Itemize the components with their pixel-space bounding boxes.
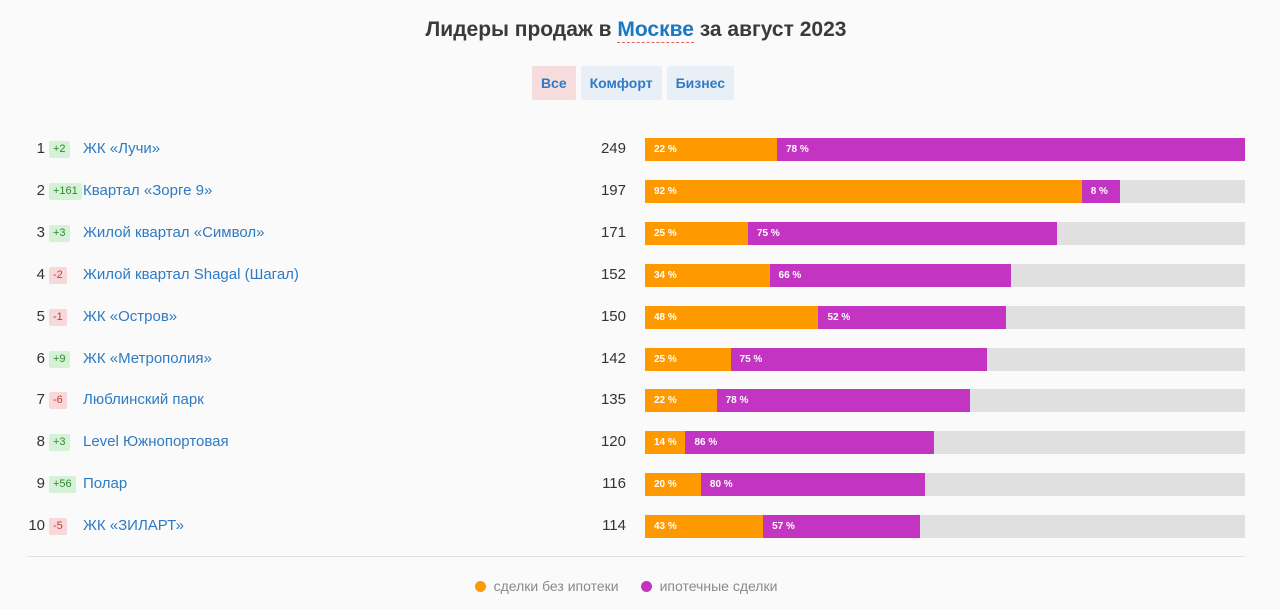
bar-segment-mortgage: 78 % — [716, 389, 971, 413]
bar-track: 14 % 86 % — [645, 431, 1245, 455]
legend-item-mortgage[interactable]: ипотечные сделки — [640, 576, 778, 596]
complex-link[interactable]: Люблинский парк — [83, 391, 204, 409]
legend-dot-cash — [474, 580, 486, 592]
rank-change-badge: +56 — [49, 476, 76, 494]
table-row: 5 -1 ЖК «Остров» 150 48 % 52 % — [0, 296, 1280, 338]
rank-change-badge: +9 — [49, 350, 70, 368]
rank-number: 8 — [36, 433, 45, 451]
bar-track: 48 % 52 % — [645, 305, 1245, 329]
bar-segment-cash: 34 % — [645, 263, 770, 287]
segment-tabs: Все Комфорт Бизнес — [0, 66, 1266, 100]
legend-item-cash[interactable]: сделки без ипотеки — [474, 576, 619, 596]
complex-link[interactable]: Жилой квартал «Символ» — [83, 223, 265, 241]
bar-segment-cash: 25 % — [645, 221, 748, 245]
bar-segment-mortgage: 78 % — [777, 138, 1245, 161]
page-title: Лидеры продаж в Москве за август 2023 — [0, 15, 1272, 45]
bar-segment-cash: 43 % — [645, 515, 764, 539]
bar-segment-cash: 20 % — [645, 473, 701, 497]
rank-number: 2 — [36, 181, 45, 199]
bar-segment-cash: 14 % — [645, 431, 686, 455]
rank-change-badge: +3 — [49, 434, 70, 452]
legend-label-mortgage: ипотечные сделки — [659, 578, 778, 594]
sales-count: 114 — [602, 517, 626, 535]
table-row: 9 +56 Полар 116 20 % 80 % — [0, 463, 1280, 505]
complex-link[interactable]: Level Южнопортовая — [83, 433, 229, 451]
bar-track: 25 % 75 % — [645, 221, 1245, 245]
legend-dot-mortgage — [640, 580, 652, 592]
rank-number: 1 — [36, 140, 45, 157]
sales-count: 116 — [602, 475, 626, 493]
bar-segment-cash: 25 % — [645, 347, 731, 371]
bar-segment-mortgage: 75 % — [730, 347, 988, 371]
sales-count: 171 — [600, 223, 626, 241]
sales-count: 249 — [600, 140, 626, 157]
sales-count: 142 — [600, 349, 626, 367]
bar-track: 25 % 75 % — [645, 347, 1245, 371]
city-selector[interactable]: Москве — [617, 18, 694, 43]
rank-number: 3 — [36, 223, 45, 241]
table-row: 10 -5 ЖК «ЗИЛАРТ» 114 43 % 57 % — [0, 505, 1280, 547]
sales-count: 135 — [600, 391, 626, 409]
bar-track: 22 % 78 % — [645, 138, 1245, 161]
complex-link[interactable]: ЖК «ЗИЛАРТ» — [83, 517, 184, 535]
bar-segment-mortgage: 80 % — [700, 473, 925, 497]
legend-label-cash: сделки без ипотеки — [493, 578, 619, 594]
rank-change-badge: -6 — [49, 392, 67, 410]
bar-track: 20 % 80 % — [645, 473, 1245, 497]
legend-divider — [27, 556, 1245, 557]
bar-segment-cash: 92 % — [645, 179, 1082, 203]
rank-change-badge: -2 — [49, 266, 67, 284]
complex-link[interactable]: Квартал «Зорге 9» — [83, 181, 213, 199]
complex-link[interactable]: ЖК «Метрополия» — [83, 349, 212, 367]
tab-business[interactable]: Бизнес — [666, 66, 735, 100]
rank-change-badge: -1 — [49, 308, 67, 326]
complex-link[interactable]: Полар — [83, 475, 128, 493]
sales-count: 152 — [600, 265, 626, 283]
bar-track: 34 % 66 % — [645, 263, 1245, 287]
rank-number: 7 — [36, 391, 45, 409]
rank-number: 10 — [28, 517, 45, 535]
bar-segment-cash: 22 % — [645, 138, 777, 161]
rank-change-badge: +161 — [49, 182, 82, 200]
bar-segment-cash: 48 % — [645, 305, 819, 329]
rank-number: 4 — [36, 265, 45, 283]
title-prefix: Лидеры продаж в — [425, 18, 612, 41]
bar-segment-mortgage: 8 % — [1081, 179, 1120, 203]
bar-segment-mortgage: 86 % — [685, 431, 935, 455]
tab-all[interactable]: Все — [531, 66, 576, 100]
rank-change-badge: +2 — [49, 141, 70, 158]
table-row: 6 +9 ЖК «Метрополия» 142 25 % 75 % — [0, 338, 1280, 380]
bar-track: 43 % 57 % — [645, 515, 1245, 539]
rank-change-badge: -5 — [49, 518, 67, 536]
rank-number: 5 — [36, 307, 45, 325]
bar-segment-mortgage: 75 % — [748, 221, 1058, 245]
bar-segment-cash: 22 % — [645, 389, 717, 413]
rank-number: 9 — [36, 475, 45, 493]
table-row: 4 -2 Жилой квартал Shagal (Шагал) 152 34 % 66… — [0, 254, 1280, 296]
table-row: 8 +3 Level Южнопортовая 120 14 % 86 % — [0, 421, 1280, 463]
complex-link[interactable]: Жилой квартал Shagal (Шагал) — [83, 265, 299, 283]
bar-segment-mortgage: 66 % — [769, 263, 1012, 287]
table-row: 1 +2 ЖК «Лучи» 249 22 % 78 % — [0, 128, 1280, 170]
title-suffix: за август 2023 — [699, 18, 847, 41]
tab-comfort[interactable]: Комфорт — [580, 66, 662, 100]
table-row: 3 +3 Жилой квартал «Символ» 171 25 % 75 % — [0, 212, 1280, 254]
complex-link[interactable]: ЖК «Остров» — [83, 307, 178, 325]
sales-count: 150 — [600, 307, 626, 325]
legend: сделки без ипотеки ипотечные сделки — [0, 576, 1252, 596]
sales-count: 120 — [600, 433, 626, 451]
bar-segment-mortgage: 57 % — [763, 515, 920, 539]
rank-number: 6 — [36, 349, 45, 367]
table-row: 7 -6 Люблинский парк 135 22 % 78 % — [0, 379, 1280, 421]
sales-count: 197 — [600, 181, 626, 199]
bar-segment-mortgage: 52 % — [818, 305, 1007, 329]
bar-track: 22 % 78 % — [645, 389, 1245, 413]
table-row: 2 +161 Квартал «Зорге 9» 197 92 % 8 % — [0, 170, 1280, 212]
bar-track: 92 % 8 % — [645, 179, 1245, 203]
complex-link[interactable]: ЖК «Лучи» — [83, 140, 161, 157]
rank-change-badge: +3 — [49, 224, 70, 242]
